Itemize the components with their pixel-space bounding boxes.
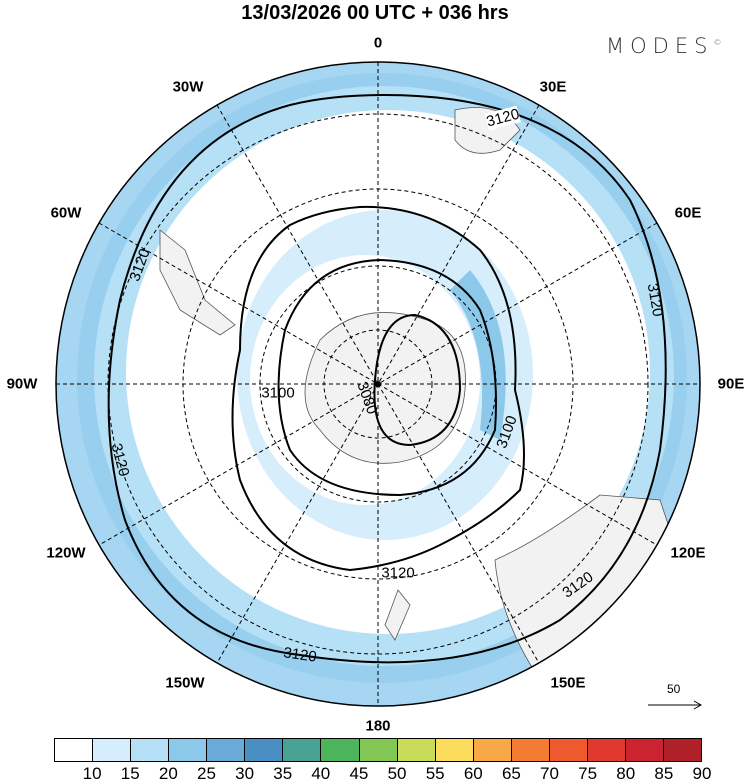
lon-label-180: 180 (365, 717, 391, 735)
colorbar-swatch (207, 739, 246, 761)
contour-3080 (373, 313, 462, 447)
colorbar-swatch (359, 739, 398, 761)
colorbar-swatch (321, 739, 360, 761)
colorbar-tick-label: 50 (387, 764, 407, 783)
colorbar-swatch (283, 739, 322, 761)
colorbar-tick-label: 75 (578, 764, 598, 783)
colorbar-tick-label: 35 (273, 764, 293, 783)
map-border (55, 61, 701, 707)
lon-label-150w: 150W (165, 674, 205, 692)
contour-3120-inner (231, 205, 525, 572)
colorbar-swatch (511, 739, 550, 761)
modes-logo: MODES© (606, 34, 722, 58)
colorbar-swatch (245, 739, 284, 761)
lon-label-30w: 30W (172, 78, 204, 96)
lon-label-60w: 60W (50, 204, 82, 222)
colorbar-swatch (435, 739, 474, 761)
contour-3100 (277, 258, 497, 497)
lon-label-120w: 120W (46, 544, 86, 562)
lon-label-0: 0 (373, 34, 383, 52)
colorbar-tick-label: 85 (654, 764, 674, 783)
lon-label-90e: 90E (717, 375, 745, 393)
contour-label: 3120 (381, 564, 415, 582)
colorbar-swatch (664, 739, 702, 761)
lon-label-120e: 120E (670, 544, 706, 562)
colorbar-tick-label: 15 (120, 764, 140, 783)
contour-3120-outer (107, 93, 667, 664)
colorbar-swatch (55, 739, 94, 761)
lon-label-30e: 30E (539, 78, 567, 96)
colorbar-tick-label: 30 (235, 764, 255, 783)
south-america (159, 229, 236, 336)
wind-reference-label: 50 (667, 682, 681, 696)
colorbar-swatch (549, 739, 588, 761)
colorbar-tick-label: 65 (501, 764, 521, 783)
lon-label-60e: 60E (674, 204, 702, 222)
colorbar-swatch (169, 739, 208, 761)
colorbar-swatch (473, 739, 512, 761)
new-zealand (384, 589, 411, 641)
geopotential-contours (107, 93, 667, 664)
inner-jet-core (450, 270, 506, 440)
colorbar-tick-label: 55 (425, 764, 445, 783)
colorbar-swatch (131, 739, 170, 761)
colorbar (54, 738, 702, 762)
colorbar-tick-label: 90 (692, 764, 712, 783)
colorbar-swatch (587, 739, 626, 761)
colorbar-tick-label: 25 (197, 764, 216, 783)
colorbar-tick-label: 70 (540, 764, 559, 783)
south-pole-marker (375, 381, 381, 387)
colorbar-tick-label: 60 (463, 764, 483, 783)
colorbar-tick-label: 80 (616, 764, 636, 783)
colorbar-swatch (625, 739, 664, 761)
colorbar-swatch (93, 739, 132, 761)
colorbar-swatch (397, 739, 436, 761)
colorbar-tick-label: 40 (311, 764, 331, 783)
lon-label-150e: 150E (550, 674, 586, 692)
colorbar-tick-label: 20 (158, 764, 178, 783)
lon-label-90w: 90W (6, 375, 38, 393)
map-title: 13/03/2026 00 UTC + 036 hrs (241, 2, 509, 24)
colorbar-tick-label: 45 (349, 764, 369, 783)
colorbar-tick-label: 10 (82, 764, 102, 783)
contour-label: 3100 (261, 384, 295, 402)
